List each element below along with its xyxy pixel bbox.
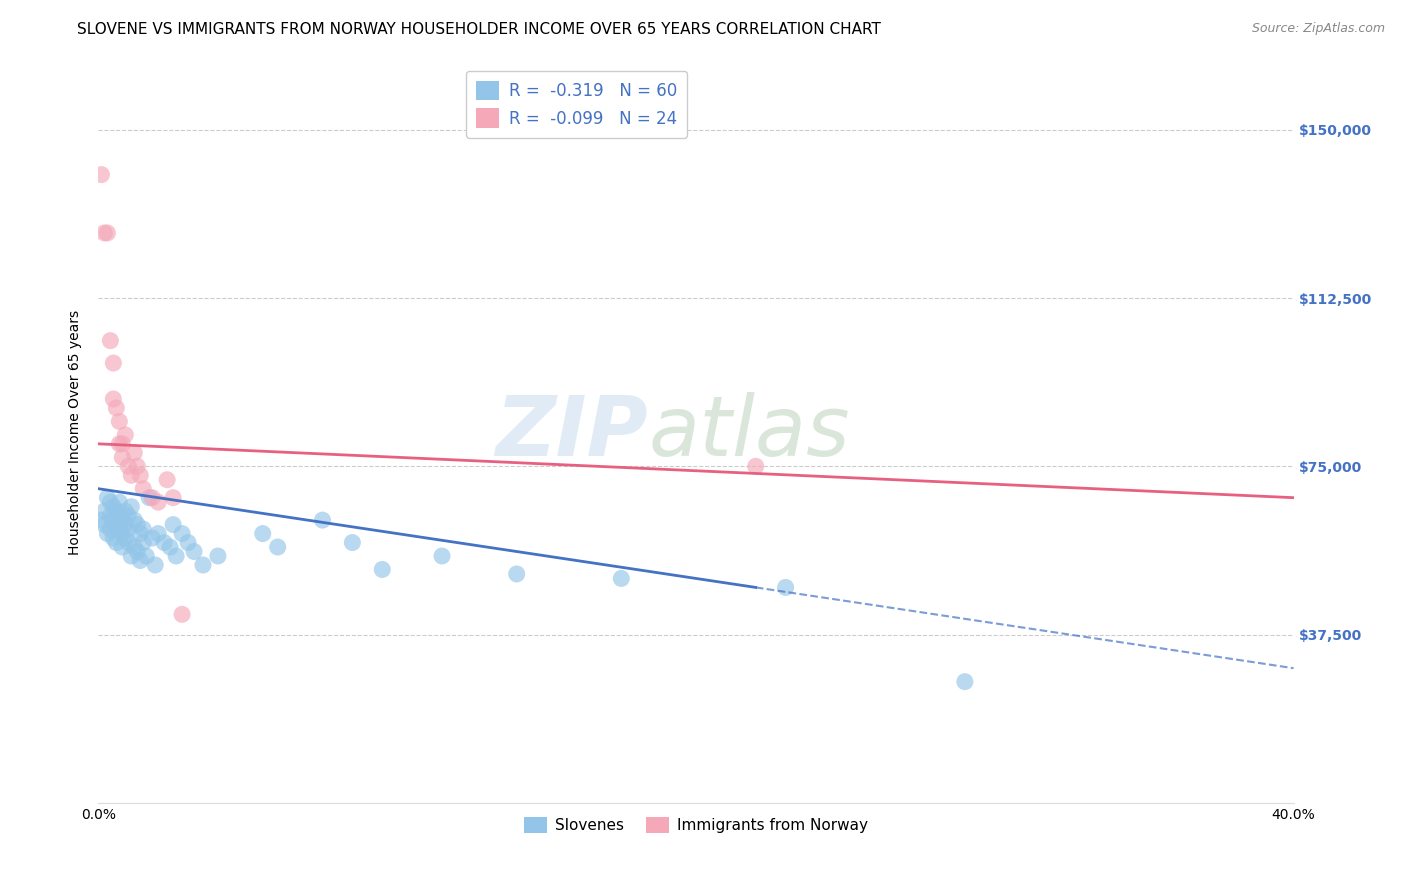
Point — [172, 607, 194, 622]
Point — [159, 540, 181, 554]
Point — [127, 459, 149, 474]
Point — [132, 535, 155, 549]
Point — [111, 540, 134, 554]
Point — [162, 517, 184, 532]
Point — [117, 522, 139, 536]
Point — [775, 581, 797, 595]
Y-axis label: Householder Income Over 65 years: Householder Income Over 65 years — [69, 310, 83, 555]
Point — [114, 517, 136, 532]
Point — [371, 562, 394, 576]
Point — [93, 517, 115, 532]
Point — [153, 535, 176, 549]
Point — [96, 491, 118, 505]
Point — [98, 334, 122, 348]
Point — [105, 535, 128, 549]
Point — [103, 500, 125, 514]
Point — [165, 549, 187, 563]
Point — [108, 414, 131, 428]
Point — [111, 437, 134, 451]
Point — [135, 549, 157, 563]
Point — [141, 491, 163, 505]
Point — [93, 504, 115, 518]
Point — [430, 549, 453, 563]
Point — [267, 540, 290, 554]
Point — [111, 526, 134, 541]
Text: Source: ZipAtlas.com: Source: ZipAtlas.com — [1251, 22, 1385, 36]
Point — [96, 526, 118, 541]
Point — [90, 168, 112, 182]
Point — [103, 531, 125, 545]
Point — [111, 450, 134, 465]
Point — [114, 531, 136, 545]
Point — [148, 495, 170, 509]
Point — [98, 495, 122, 509]
Point — [132, 482, 155, 496]
Point — [162, 491, 184, 505]
Point — [183, 544, 205, 558]
Point — [96, 226, 118, 240]
Point — [103, 356, 125, 370]
Point — [129, 526, 152, 541]
Point — [129, 553, 152, 567]
Point — [93, 226, 115, 240]
Point — [177, 535, 200, 549]
Point — [148, 526, 170, 541]
Point — [124, 513, 146, 527]
Point — [90, 513, 112, 527]
Point — [506, 566, 529, 581]
Point — [105, 504, 128, 518]
Text: SLOVENE VS IMMIGRANTS FROM NORWAY HOUSEHOLDER INCOME OVER 65 YEARS CORRELATION C: SLOVENE VS IMMIGRANTS FROM NORWAY HOUSEH… — [77, 22, 882, 37]
Point — [120, 500, 142, 514]
Point — [138, 491, 160, 505]
Point — [98, 522, 122, 536]
Point — [103, 513, 125, 527]
Point — [252, 526, 274, 541]
Point — [745, 459, 768, 474]
Point — [114, 504, 136, 518]
Point — [108, 508, 131, 523]
Legend: Slovenes, Immigrants from Norway: Slovenes, Immigrants from Norway — [517, 811, 875, 839]
Point — [117, 459, 139, 474]
Point — [108, 522, 131, 536]
Point — [108, 495, 131, 509]
Point — [127, 517, 149, 532]
Point — [98, 508, 122, 523]
Text: atlas: atlas — [648, 392, 849, 473]
Point — [124, 446, 146, 460]
Point — [129, 468, 152, 483]
Point — [117, 508, 139, 523]
Point — [117, 535, 139, 549]
Point — [953, 674, 976, 689]
Point — [132, 522, 155, 536]
Point — [207, 549, 229, 563]
Point — [108, 437, 131, 451]
Point — [105, 517, 128, 532]
Point — [172, 526, 194, 541]
Point — [342, 535, 364, 549]
Point — [111, 513, 134, 527]
Point — [105, 401, 128, 415]
Point — [156, 473, 179, 487]
Text: ZIP: ZIP — [495, 392, 648, 473]
Point — [191, 558, 214, 572]
Point — [103, 392, 125, 406]
Point — [610, 571, 633, 585]
Point — [120, 549, 142, 563]
Point — [127, 544, 149, 558]
Point — [143, 558, 166, 572]
Point — [114, 428, 136, 442]
Point — [141, 531, 163, 545]
Point — [120, 468, 142, 483]
Point — [124, 540, 146, 554]
Point — [311, 513, 333, 527]
